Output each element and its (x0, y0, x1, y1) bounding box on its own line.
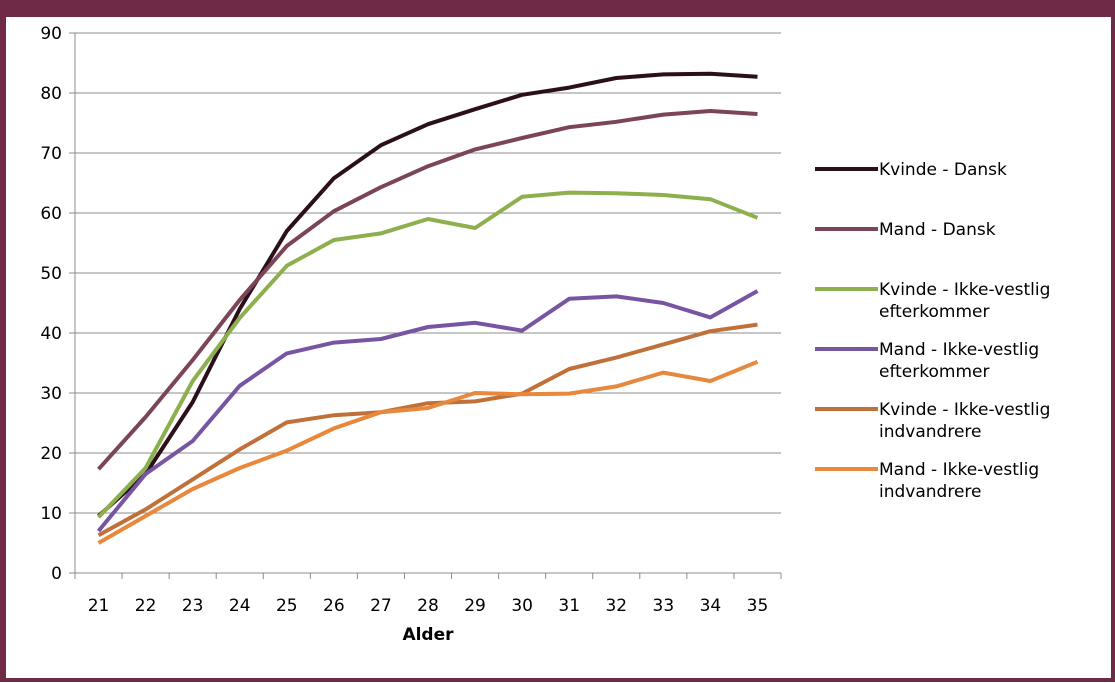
x-tick-label: 32 (605, 596, 627, 616)
x-tick-label: 29 (464, 596, 486, 616)
series-line (97, 359, 759, 545)
y-tick-label: 90 (40, 24, 62, 44)
legend-label: efterkommer (879, 302, 989, 322)
x-tick-label: 23 (182, 596, 204, 616)
x-tick-label: 24 (229, 596, 251, 616)
y-tick-label: 50 (40, 264, 62, 284)
legend: Kvinde - Dansk Mand - Dansk Kvinde - Ikke-… (815, 160, 1050, 502)
y-tick-label: 10 (40, 504, 62, 524)
x-tick-label: 35 (747, 596, 769, 616)
x-axis-ticks: 21 22 23 24 25 26 27 28 29 30 31 32 33 34 35 (88, 596, 769, 616)
series-line (96, 289, 759, 533)
legend-label: Mand - Dansk (879, 220, 996, 240)
y-axis-ticks: 0 10 20 30 40 50 60 70 80 90 (40, 24, 62, 584)
legend-label: Mand - Ikke-vestlig (879, 460, 1039, 480)
y-tick-label: 30 (40, 384, 62, 404)
x-tick-label: 27 (370, 596, 392, 616)
x-tick-label: 21 (88, 596, 110, 616)
x-tick-label: 25 (276, 596, 298, 616)
x-axis-label: Alder (402, 625, 454, 645)
series-line (97, 322, 758, 537)
series-line (97, 109, 758, 471)
legend-label: indvandrere (879, 482, 981, 502)
y-tick-label: 0 (51, 564, 62, 584)
legend-label: Kvinde - Ikke-vestlig (879, 400, 1050, 420)
legend-label: Kvinde - Dansk (879, 160, 1007, 180)
legend-label: Mand - Ikke-vestlig (879, 340, 1039, 360)
x-tick-label: 26 (323, 596, 345, 616)
x-tick-label: 30 (511, 596, 533, 616)
y-tick-label: 60 (40, 204, 62, 224)
legend-label: Kvinde - Ikke-vestlig (879, 280, 1050, 300)
series-line (97, 190, 759, 519)
y-tick-label: 20 (40, 444, 62, 464)
x-tick-label: 33 (653, 596, 675, 616)
gridlines (75, 32, 781, 514)
x-tick-label: 31 (558, 596, 580, 616)
legend-label: efterkommer (879, 362, 989, 382)
line-chart: 0 10 20 30 40 50 60 70 80 90 21 22 23 24 25 26 27 28 29 30… (40, 24, 1050, 645)
x-tick-label: 34 (700, 596, 722, 616)
legend-item: Kvinde - Dansk (815, 160, 1007, 180)
legend-item: Mand - Dansk (815, 220, 996, 240)
series-line (97, 71, 758, 518)
series-lines (96, 71, 759, 545)
legend-label: indvandrere (879, 422, 981, 442)
axes (69, 32, 782, 579)
y-tick-label: 40 (40, 324, 62, 344)
y-tick-label: 80 (40, 84, 62, 104)
x-tick-label: 22 (135, 596, 157, 616)
x-tick-label: 28 (417, 596, 439, 616)
y-tick-label: 70 (40, 144, 62, 164)
